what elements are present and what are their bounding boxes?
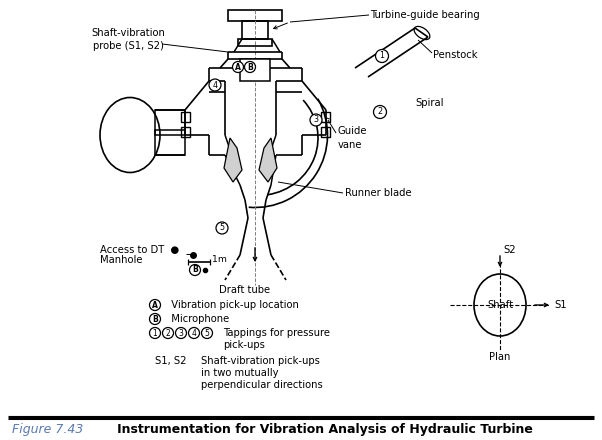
Text: pick-ups: pick-ups xyxy=(223,340,265,350)
Polygon shape xyxy=(224,138,242,182)
Text: 4: 4 xyxy=(191,329,196,337)
Text: S1: S1 xyxy=(554,300,566,310)
Circle shape xyxy=(149,313,161,324)
Text: B: B xyxy=(247,62,253,71)
Text: Runner blade: Runner blade xyxy=(345,188,412,198)
Text: Vibration pick-up location: Vibration pick-up location xyxy=(165,300,299,310)
Text: 2: 2 xyxy=(166,329,170,337)
Text: 3: 3 xyxy=(314,115,318,125)
Text: Tappings for pressure: Tappings for pressure xyxy=(223,328,330,338)
Text: Shaft: Shaft xyxy=(487,300,513,310)
Text: perpendicular directions: perpendicular directions xyxy=(201,380,323,390)
Text: A: A xyxy=(152,301,158,309)
Text: in two mutually: in two mutually xyxy=(201,368,279,378)
Text: Access to DT  ●: Access to DT ● xyxy=(100,245,179,255)
Text: Turbine-guide bearing: Turbine-guide bearing xyxy=(370,10,480,20)
Circle shape xyxy=(310,114,322,126)
Text: Draft tube: Draft tube xyxy=(220,285,270,295)
Text: A: A xyxy=(235,62,241,71)
Text: Spiral: Spiral xyxy=(415,98,444,108)
Circle shape xyxy=(190,264,200,275)
Circle shape xyxy=(376,49,388,62)
Text: 1: 1 xyxy=(379,51,385,60)
Text: Penstock: Penstock xyxy=(433,50,477,60)
Circle shape xyxy=(232,62,243,73)
Text: B: B xyxy=(152,315,158,323)
Circle shape xyxy=(188,327,199,338)
Polygon shape xyxy=(259,138,277,182)
Text: 1m: 1m xyxy=(212,256,227,264)
Circle shape xyxy=(244,62,255,73)
Text: Instrumentation for Vibration Analysis of Hydraulic Turbine: Instrumentation for Vibration Analysis o… xyxy=(104,423,533,436)
Bar xyxy=(181,127,190,137)
Bar xyxy=(242,21,268,39)
Text: 2: 2 xyxy=(377,107,382,117)
Bar xyxy=(238,39,272,46)
Bar xyxy=(181,112,190,122)
Text: 3: 3 xyxy=(179,329,184,337)
Circle shape xyxy=(149,300,161,311)
Text: Shaft-vibration pick-ups: Shaft-vibration pick-ups xyxy=(201,356,320,366)
Text: B: B xyxy=(192,265,198,275)
Text: Guide
vane: Guide vane xyxy=(338,126,367,150)
Text: Shaft-vibration
probe (S1, S2): Shaft-vibration probe (S1, S2) xyxy=(91,28,165,51)
Bar xyxy=(321,127,330,137)
Circle shape xyxy=(176,327,187,338)
Text: Figure 7.43: Figure 7.43 xyxy=(12,423,83,436)
Text: S2: S2 xyxy=(503,245,516,255)
Circle shape xyxy=(202,327,213,338)
Text: Microphone: Microphone xyxy=(165,314,229,324)
Text: 5: 5 xyxy=(205,329,209,337)
Circle shape xyxy=(163,327,173,338)
Bar xyxy=(321,112,330,122)
Text: Plan: Plan xyxy=(489,352,510,362)
Text: S1, S2: S1, S2 xyxy=(155,356,187,366)
Circle shape xyxy=(373,106,386,118)
Text: 5: 5 xyxy=(220,224,225,232)
Circle shape xyxy=(209,79,221,91)
Bar xyxy=(228,10,282,21)
Circle shape xyxy=(149,327,161,338)
Bar xyxy=(155,130,185,155)
Circle shape xyxy=(216,222,228,234)
Text: 4: 4 xyxy=(213,81,217,89)
Text: 1: 1 xyxy=(153,329,157,337)
Bar xyxy=(240,59,270,81)
Bar xyxy=(155,110,185,135)
Text: Manhole: Manhole xyxy=(100,255,143,265)
